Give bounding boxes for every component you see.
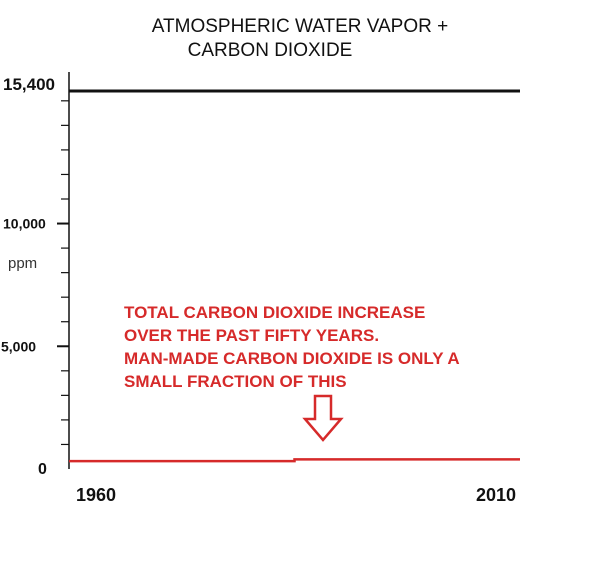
x-tick-label: 1960 [76, 485, 116, 505]
annotation-line-4: SMALL FRACTION OF THIS [124, 372, 347, 391]
annotation-line-3: MAN-MADE CARBON DIOXIDE IS ONLY A [124, 349, 460, 368]
chart-title-line-1: ATMOSPHERIC WATER VAPOR + [152, 16, 448, 37]
y-tick-label: 5,000 [1, 338, 36, 354]
series-layer [69, 89, 520, 463]
y-axis: 0 5,000 10,000 15,400 [1, 72, 70, 478]
annotation-line-1: TOTAL CARBON DIOXIDE INCREASE [124, 303, 425, 322]
y-tick-label: 15,400 [3, 75, 55, 94]
y-axis-label: ppm [8, 255, 37, 272]
y-tick-label: 0 [38, 461, 47, 478]
carbon-dioxide-line [69, 458, 520, 463]
chart-title-line-2: CARBON DIOXIDE [188, 40, 353, 61]
down-arrow-icon [302, 394, 344, 442]
y-tick-label: 10,000 [3, 216, 46, 232]
annotation-line-2: OVER THE PAST FIFTY YEARS. [124, 326, 379, 345]
x-tick-label: 2010 [476, 485, 516, 505]
